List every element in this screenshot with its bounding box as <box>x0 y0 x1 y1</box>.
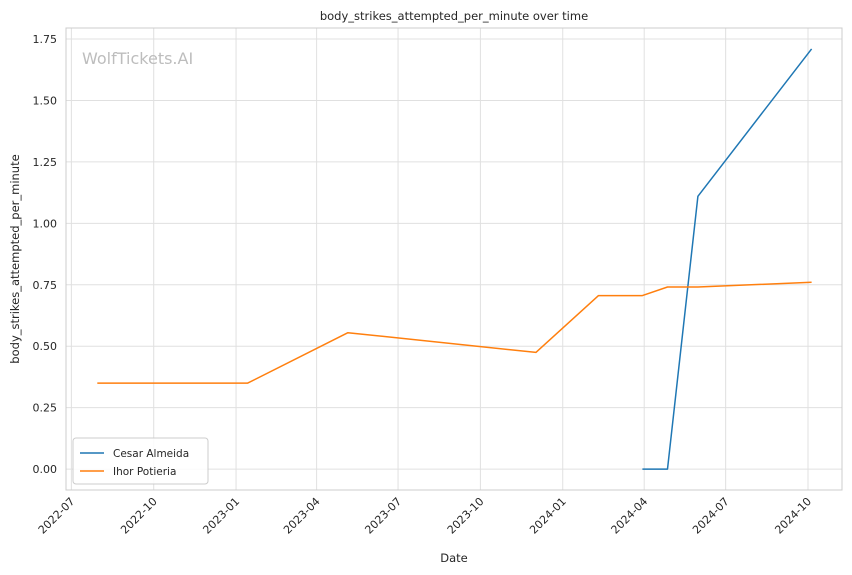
series-line-cesar-almeida <box>642 48 813 470</box>
plot-area-frame <box>65 27 843 491</box>
series-lines <box>97 48 813 470</box>
series-line-ihor-potieria <box>97 281 812 384</box>
y-tick-label: 1.25 <box>33 156 58 169</box>
legend-label-cesar-almeida: Cesar Almeida <box>113 448 189 460</box>
watermark-text: WolfTickets.AI <box>82 49 193 68</box>
grid <box>66 28 842 490</box>
y-tick-label: 0.75 <box>33 279 58 292</box>
legend: Cesar Almeida Ihor Potieria <box>72 437 209 485</box>
legend-label-ihor-potieria: Ihor Potieria <box>113 466 176 478</box>
y-axis-label: body_strikes_attempted_per_minute <box>8 154 22 363</box>
chart-title: body_strikes_attempted_per_minute over t… <box>320 9 588 23</box>
y-tick-label: 1.75 <box>33 33 58 46</box>
y-tick-label: 0.50 <box>33 340 58 353</box>
y-tick-label: 0.25 <box>33 402 58 415</box>
y-tick-label: 1.00 <box>33 217 58 230</box>
y-tick-label: 1.50 <box>33 94 58 107</box>
legend-box <box>72 437 209 485</box>
y-tick-label: 0.00 <box>33 463 58 476</box>
x-axis-label: Date <box>440 551 468 565</box>
